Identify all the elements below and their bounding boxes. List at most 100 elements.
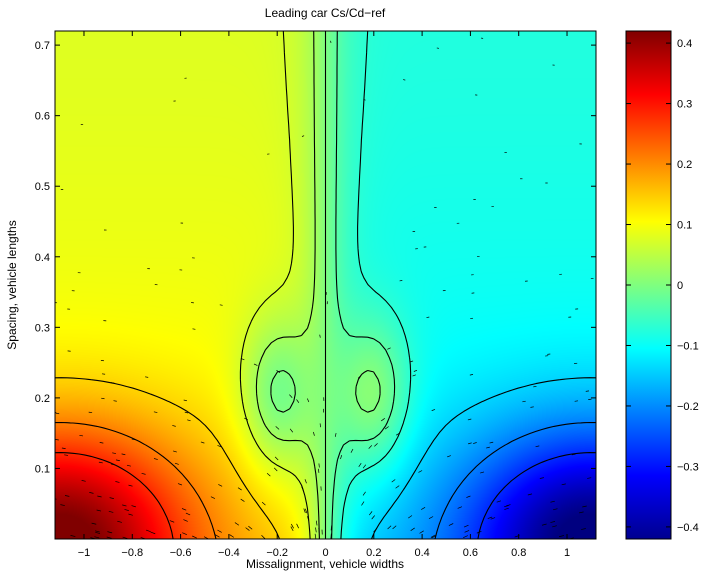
y-tick-label: 0.5 [35,181,50,193]
vector-mark [187,419,191,422]
vector-mark [183,399,188,402]
vector-mark [466,495,471,498]
vector-mark [315,520,318,526]
vector-mark [430,534,436,538]
vector-mark [362,491,366,496]
vector-mark [124,509,130,512]
vector-mark [261,535,266,539]
vector-mark [266,472,271,477]
vector-mark [578,511,584,514]
vector-mark [476,530,482,534]
vector-mark [237,487,242,491]
vector-mark [55,498,57,500]
vector-mark [217,529,222,533]
colorbar-tick-label: 0.3 [677,99,692,111]
vector-mark [552,525,557,528]
vector-mark [177,483,183,486]
vector-mark [463,535,468,538]
vector-mark [357,375,362,379]
x-tick-label: 1 [564,547,570,559]
vector-mark [391,479,396,483]
vector-mark [290,526,294,532]
x-axis-ticks: −1 −0.8 −0.6 −0.4 −0.2 0 0.2 0.4 0.6 0.8 1 [78,31,570,559]
vector-mark [301,135,305,137]
vector-mark [574,400,579,402]
vector-mark [60,504,65,506]
vector-mark [395,485,400,489]
vector-mark [552,508,558,511]
vector-mark [467,418,472,421]
vector-mark [313,431,315,436]
vector-mark [395,432,400,436]
y-tick-label: 0.4 [35,252,50,264]
vector-mark [172,425,176,427]
vector-mark [181,508,187,511]
contour-lines [55,31,596,539]
vector-mark [464,530,470,533]
velocity-vectors [55,37,596,539]
vector-mark [410,527,415,531]
vector-mark [463,524,469,528]
vector-mark [368,445,373,449]
contour-line [55,377,281,539]
vector-mark [403,79,406,81]
y-tick-label: 0.6 [35,111,50,123]
vector-mark [535,445,540,448]
colorbar-ticks: −0.4 −0.3 −0.2 −0.1 0 0.1 0.2 0.3 0.4 [626,38,699,534]
vector-mark [480,471,485,474]
vector-mark [64,495,70,497]
y-tick-label: 0.2 [35,393,50,405]
vector-mark [447,455,451,458]
vector-mark [371,515,375,520]
y-axis-ticks: 0.1 0.2 0.3 0.4 0.5 0.6 0.7 [35,40,596,475]
vector-mark [215,534,220,538]
vector-mark [122,536,128,539]
vector-mark [141,472,146,475]
vector-mark [145,376,149,378]
vector-mark [183,519,188,522]
vector-mark [504,507,509,510]
vector-mark [522,400,526,403]
vector-mark [61,447,66,449]
vector-mark [486,446,490,449]
vector-mark [304,508,308,514]
vector-mark [218,484,223,487]
vector-mark [296,523,299,529]
vector-mark [200,441,205,444]
vector-mark [275,426,280,430]
x-tick-label: −0.4 [218,547,240,559]
vector-mark [111,463,116,466]
vector-mark [419,530,424,534]
vector-mark [340,454,343,460]
vector-mark [169,520,175,523]
vector-mark [539,477,544,479]
x-tick-label: −0.6 [170,547,192,559]
vector-mark [153,411,158,413]
vector-mark [307,516,310,521]
vector-mark [150,531,156,535]
vector-mark [112,452,117,454]
vector-mark [550,521,556,523]
vector-mark [431,409,436,411]
vector-mark [131,505,136,508]
vector-mark [473,442,477,444]
vector-mark [145,529,151,533]
vector-mark [319,334,321,338]
vector-mark [387,525,392,530]
contour-line [340,31,412,539]
vector-mark [289,428,294,433]
vector-mark [558,535,564,538]
vector-mark [431,535,437,539]
vector-mark [296,399,300,403]
colorbar-tick-label: −0.2 [677,401,699,413]
vector-mark [306,398,310,403]
vector-mark [318,468,320,473]
vector-mark [409,360,414,363]
x-tick-label: 0.4 [414,547,429,559]
colorbar-tick-label: 0.4 [677,38,692,50]
x-axis-label: Missalignment, vehicle widths [246,557,404,571]
vector-mark [334,433,337,437]
vector-mark [588,398,592,400]
vector-mark [289,394,293,398]
